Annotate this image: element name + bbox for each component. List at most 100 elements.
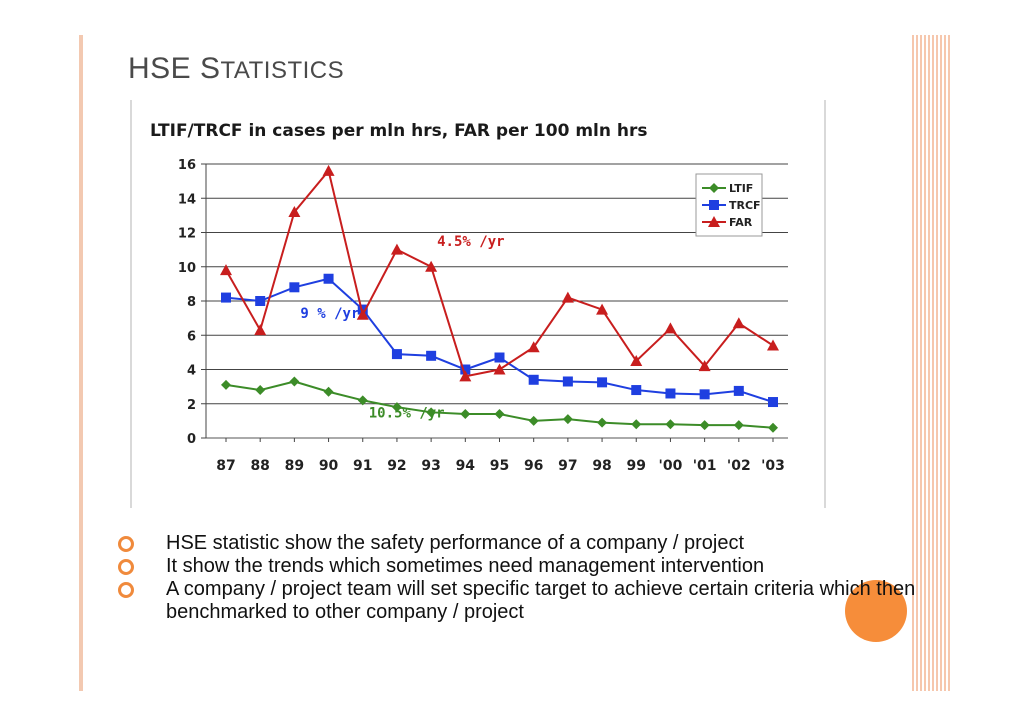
slide-title-rest: TATISTICS: [220, 57, 345, 84]
data-point-far: [698, 360, 711, 372]
y-tick-label: 4: [187, 364, 196, 379]
chart-container: LTIF/TRCF in cases per mln hrs, FAR per …: [128, 100, 828, 508]
data-point-ltif: [597, 417, 608, 428]
data-point-far: [664, 322, 677, 334]
x-tick-label: 95: [490, 458, 509, 474]
y-tick-label: 16: [178, 158, 196, 173]
series-line-trcf: [225, 277, 774, 403]
data-point-far: [356, 308, 369, 320]
data-point-far: [425, 260, 438, 272]
data-point-trcf: [562, 376, 573, 387]
data-point-ltif: [631, 419, 642, 430]
y-tick-label: 10: [178, 261, 196, 276]
x-tick-label: 88: [250, 458, 269, 474]
data-point-far: [630, 354, 643, 366]
legend-marker: [709, 183, 719, 193]
x-tick-label: 97: [558, 458, 577, 474]
legend-entry: TRCF: [729, 199, 761, 212]
left-decor-rule: [79, 35, 83, 691]
annotation-label: 9 % /yr: [300, 306, 359, 322]
data-point-ltif: [323, 386, 334, 397]
data-point-ltif: [494, 409, 505, 420]
bullet-text: HSE statistic show the safety performanc…: [166, 532, 745, 554]
data-point-far: [390, 243, 403, 255]
chart-title: LTIF/TRCF in cases per mln hrs, FAR per …: [150, 121, 647, 141]
right-decor-stripes: [912, 35, 950, 691]
y-tick-label: 8: [187, 295, 196, 310]
chart-left-border: [130, 100, 132, 508]
data-point-trcf: [528, 374, 539, 385]
bullet-item: A company / project team will set specif…: [118, 578, 918, 624]
data-point-trcf: [768, 397, 778, 408]
y-tick-label: 2: [187, 398, 196, 413]
data-point-trcf: [391, 349, 402, 360]
bullet-text: It show the trends which sometimes need …: [166, 555, 765, 577]
data-point-far: [322, 164, 335, 176]
data-point-far: [732, 317, 745, 329]
data-point-far: [254, 324, 267, 336]
bullet-item: It show the trends which sometimes need …: [118, 555, 918, 578]
data-point-ltif: [391, 402, 402, 413]
x-tick-label: 96: [524, 458, 543, 474]
x-tick-label: '00: [659, 458, 683, 474]
data-point-trcf: [289, 282, 300, 293]
series-line-far: [225, 168, 774, 378]
data-point-trcf: [665, 388, 676, 399]
bullet-item: HSE statistic show the safety performanc…: [118, 532, 918, 555]
y-tick-label: 6: [187, 329, 196, 344]
bullet-ring-icon: [118, 582, 134, 598]
data-point-trcf: [733, 385, 744, 396]
x-tick-label: 94: [456, 458, 476, 474]
data-point-ltif: [221, 379, 231, 390]
x-tick-label: 92: [387, 458, 406, 474]
annotation-label: 4.5% /yr: [437, 234, 504, 250]
x-tick-label: 98: [592, 458, 611, 474]
data-point-trcf: [460, 364, 471, 375]
legend-marker: [708, 216, 720, 227]
data-point-far: [288, 205, 301, 217]
data-point-ltif: [733, 420, 744, 431]
data-point-ltif: [562, 414, 573, 425]
data-point-ltif: [528, 415, 539, 426]
y-tick-label: 12: [178, 227, 196, 242]
slide-title-initial: HSE S: [128, 52, 221, 85]
x-tick-label: '01: [693, 458, 717, 474]
bullet-ring-icon: [118, 559, 134, 575]
data-point-trcf: [494, 352, 505, 363]
data-point-trcf: [597, 377, 608, 388]
bullet-ring-icon: [118, 536, 134, 552]
annotation-label: 10.5% /yr: [369, 405, 445, 421]
data-point-far: [493, 363, 506, 375]
data-point-trcf: [255, 296, 266, 306]
bullet-list: HSE statistic show the safety performanc…: [118, 532, 918, 624]
series-line-ltif: [225, 380, 774, 429]
data-point-ltif: [699, 420, 710, 431]
data-point-far: [561, 291, 574, 303]
data-point-trcf: [426, 350, 437, 361]
legend-entry: LTIF: [729, 182, 753, 195]
x-tick-label: 99: [627, 458, 646, 474]
data-point-trcf: [699, 389, 710, 400]
data-point-trcf: [631, 385, 642, 396]
y-tick-label: 14: [178, 192, 196, 207]
hse-line-chart: LTIF/TRCF in cases per mln hrs, FAR per …: [150, 121, 788, 474]
slide-title: HSE STATISTICS: [128, 52, 344, 86]
data-point-ltif: [255, 385, 266, 396]
chart-right-border: [824, 100, 826, 508]
data-point-ltif: [665, 419, 676, 430]
data-point-ltif: [768, 422, 778, 433]
data-point-ltif: [289, 376, 300, 387]
decor-orange-dot: [845, 580, 907, 642]
data-point-trcf: [221, 292, 231, 303]
x-tick-label: 87: [216, 458, 235, 474]
data-point-trcf: [323, 273, 334, 284]
data-point-far: [527, 341, 540, 353]
data-point-far: [220, 264, 232, 276]
data-point-ltif: [357, 395, 368, 406]
x-tick-label: 90: [319, 458, 339, 474]
x-tick-label: 91: [353, 458, 372, 474]
bullet-text: A company / project team will set specif…: [166, 578, 916, 623]
data-point-far: [767, 339, 779, 351]
x-tick-label: 89: [285, 458, 304, 474]
data-point-far: [596, 303, 609, 315]
